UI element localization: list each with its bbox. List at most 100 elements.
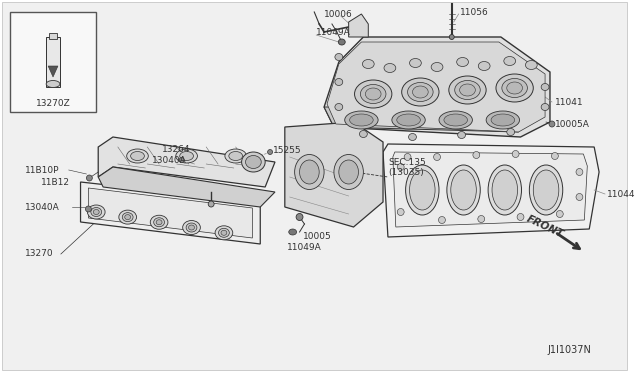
Ellipse shape — [156, 220, 162, 225]
Text: 15255: 15255 — [273, 145, 301, 154]
Ellipse shape — [384, 64, 396, 73]
Text: 10005A: 10005A — [555, 119, 590, 128]
Polygon shape — [98, 137, 275, 187]
Ellipse shape — [533, 170, 559, 210]
Ellipse shape — [335, 103, 343, 110]
Ellipse shape — [339, 39, 345, 45]
Ellipse shape — [496, 74, 533, 102]
Ellipse shape — [431, 62, 443, 71]
Ellipse shape — [218, 228, 229, 237]
Ellipse shape — [504, 57, 516, 65]
Ellipse shape — [241, 152, 265, 172]
Ellipse shape — [225, 149, 246, 163]
Ellipse shape — [397, 208, 404, 215]
Ellipse shape — [410, 58, 421, 67]
Polygon shape — [48, 66, 58, 77]
Text: J1I1037N: J1I1037N — [548, 345, 591, 355]
Ellipse shape — [360, 84, 386, 103]
Ellipse shape — [365, 88, 381, 100]
Ellipse shape — [150, 215, 168, 229]
Text: 13270: 13270 — [24, 250, 53, 259]
Text: 11041: 11041 — [555, 97, 584, 106]
Ellipse shape — [507, 128, 515, 135]
Ellipse shape — [408, 83, 433, 102]
Ellipse shape — [335, 78, 343, 86]
Text: SEC.135: SEC.135 — [388, 157, 426, 167]
Ellipse shape — [215, 226, 233, 240]
Text: FRONT: FRONT — [525, 214, 565, 240]
Text: 11B12: 11B12 — [41, 177, 70, 186]
Ellipse shape — [294, 154, 324, 189]
Text: 13270Z: 13270Z — [36, 99, 70, 108]
Ellipse shape — [186, 223, 197, 232]
Text: 11056: 11056 — [460, 7, 488, 16]
Ellipse shape — [93, 209, 99, 215]
Ellipse shape — [549, 121, 555, 127]
Ellipse shape — [268, 150, 273, 154]
Ellipse shape — [492, 170, 518, 210]
Text: 11B10P: 11B10P — [24, 166, 59, 174]
Ellipse shape — [438, 217, 445, 224]
Ellipse shape — [404, 154, 411, 160]
Polygon shape — [327, 42, 545, 132]
Ellipse shape — [486, 111, 520, 129]
Ellipse shape — [86, 206, 92, 212]
Ellipse shape — [517, 214, 524, 221]
Polygon shape — [383, 144, 599, 237]
Bar — [49, 33, 57, 39]
Polygon shape — [88, 188, 252, 238]
Text: (13035): (13035) — [388, 167, 424, 176]
Ellipse shape — [541, 103, 549, 110]
Ellipse shape — [397, 164, 404, 170]
Ellipse shape — [507, 82, 522, 94]
Polygon shape — [324, 107, 518, 132]
Ellipse shape — [289, 229, 296, 235]
Text: 13040A: 13040A — [152, 155, 187, 164]
Ellipse shape — [457, 58, 468, 67]
Ellipse shape — [444, 114, 467, 126]
Polygon shape — [324, 37, 550, 137]
Ellipse shape — [91, 208, 102, 217]
Ellipse shape — [512, 151, 519, 157]
Polygon shape — [98, 167, 275, 207]
Text: 13264: 13264 — [161, 144, 190, 154]
Ellipse shape — [529, 165, 563, 215]
Ellipse shape — [119, 210, 136, 224]
Polygon shape — [81, 182, 260, 244]
Ellipse shape — [410, 170, 435, 210]
Ellipse shape — [434, 154, 440, 160]
Ellipse shape — [439, 111, 472, 129]
Ellipse shape — [180, 151, 193, 160]
Ellipse shape — [360, 131, 367, 138]
Text: 11044: 11044 — [607, 189, 636, 199]
Text: 11049A: 11049A — [316, 28, 351, 36]
Bar — [10, 12, 96, 112]
Ellipse shape — [296, 214, 303, 221]
Ellipse shape — [449, 76, 486, 104]
Ellipse shape — [127, 149, 148, 163]
Ellipse shape — [182, 221, 200, 234]
Ellipse shape — [488, 165, 522, 215]
Ellipse shape — [502, 78, 527, 97]
Ellipse shape — [179, 157, 184, 163]
Ellipse shape — [392, 111, 425, 129]
Ellipse shape — [576, 193, 583, 201]
Ellipse shape — [449, 35, 454, 39]
Ellipse shape — [552, 153, 558, 160]
Ellipse shape — [46, 80, 60, 87]
Ellipse shape — [460, 84, 476, 96]
Ellipse shape — [88, 205, 105, 219]
Ellipse shape — [525, 61, 537, 70]
Ellipse shape — [131, 151, 145, 160]
Ellipse shape — [454, 80, 480, 99]
Ellipse shape — [478, 215, 484, 222]
Ellipse shape — [355, 80, 392, 108]
Polygon shape — [285, 122, 383, 227]
Ellipse shape — [300, 160, 319, 184]
Ellipse shape — [362, 60, 374, 68]
Text: 13040A: 13040A — [24, 202, 60, 212]
Bar — [46, 37, 60, 87]
Ellipse shape — [122, 213, 133, 222]
Ellipse shape — [86, 175, 92, 181]
Ellipse shape — [447, 165, 480, 215]
